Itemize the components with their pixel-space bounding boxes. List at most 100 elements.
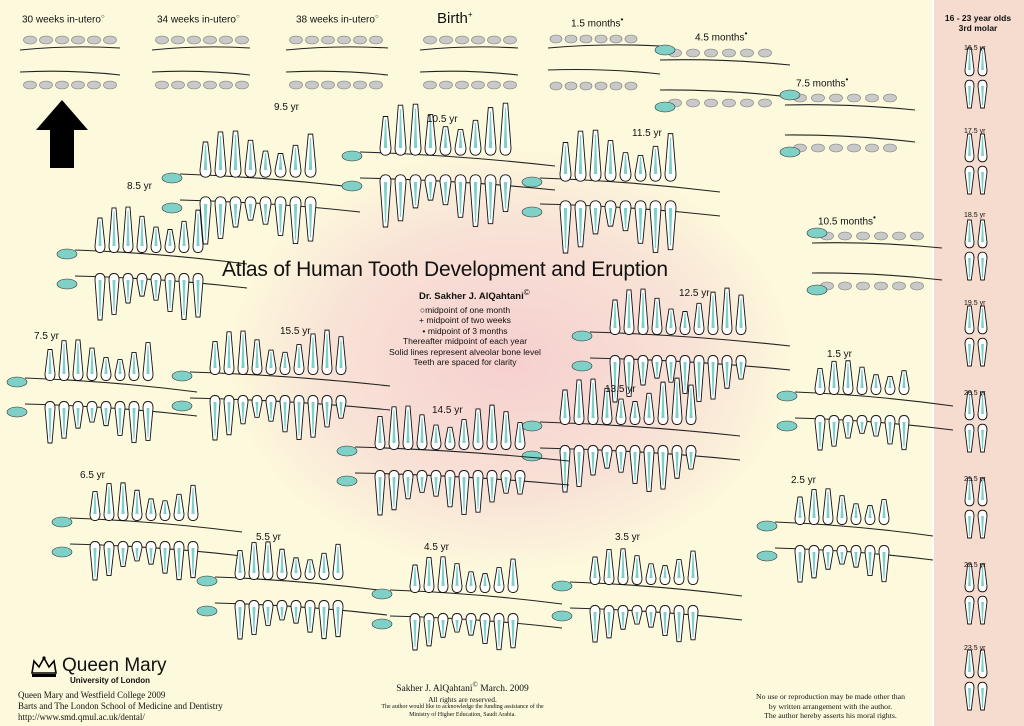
tooth-pulp (627, 362, 631, 394)
tooth-pulp (578, 135, 583, 174)
tooth-pulp (968, 86, 971, 106)
stage-label-4-5y: 4.5 yr (424, 542, 450, 553)
tooth-crypt (171, 35, 185, 45)
tooth-crypt (883, 143, 897, 153)
tooth-pulp (252, 545, 256, 573)
tooth-pulp (697, 362, 701, 398)
tooth-pulp (238, 552, 242, 573)
tooth-crypt (103, 80, 117, 90)
tooth-pulp (311, 402, 315, 434)
tooth-pulp (981, 430, 984, 450)
tooth-pulp (218, 135, 223, 170)
tooth-pulp (93, 548, 97, 577)
tooth-pulp (293, 147, 298, 170)
stage-label-birth: Birth+ (437, 10, 473, 27)
tooth-pulp (339, 402, 343, 417)
tooth-germ (56, 248, 78, 260)
website-link[interactable]: http://www.smd.qmul.ac.uk/dental/ (18, 712, 145, 722)
tooth-pulp (613, 362, 617, 398)
tooth-pulp (140, 219, 144, 246)
tooth-germ (756, 550, 778, 562)
tooth-crypt (87, 35, 101, 45)
tooth-germ (371, 618, 393, 630)
tooth-crypt (847, 93, 861, 103)
tooth-pulp (608, 143, 613, 174)
tooth-pulp (378, 419, 382, 443)
tooth-germ (336, 475, 358, 487)
tooth-pulp (593, 559, 597, 578)
tooth-crypt (71, 80, 85, 90)
tooth-germ (6, 376, 28, 388)
tooth-pulp (383, 182, 388, 223)
tooth-pulp (383, 119, 388, 148)
tooth-crypt (503, 35, 517, 45)
tooth-pulp (968, 172, 971, 192)
tooth-pulp (689, 452, 693, 468)
tooth-pulp (121, 548, 125, 565)
tooth-pulp (663, 612, 667, 634)
tooth-crypt (686, 98, 700, 108)
tooth-pulp (968, 602, 971, 622)
tooth-germ (571, 330, 593, 342)
tooth-pulp (149, 500, 153, 514)
tooth-pulp (497, 620, 501, 647)
tooth-pulp (902, 422, 906, 447)
tooth-pulp (168, 231, 172, 246)
page-title: Atlas of Human Tooth Development and Eru… (222, 258, 668, 281)
tooth-crypt (155, 80, 169, 90)
tooth-pulp (339, 339, 343, 368)
tooth-crypt (305, 80, 319, 90)
tooth-germ (571, 360, 593, 372)
stage-label-7-5y: 7.5 yr (34, 331, 60, 342)
tooth-pulp (981, 50, 984, 70)
tooth-crypt (758, 98, 772, 108)
tooth-crypt (704, 98, 718, 108)
stage-label-5-5y: 5.5 yr (256, 532, 282, 543)
tooth-pulp (473, 182, 478, 223)
tooth-pulp (325, 402, 329, 425)
bone-line (285, 70, 389, 76)
tooth-pulp (981, 258, 984, 278)
tooth-crypt (874, 281, 888, 291)
tooth-pulp (981, 344, 984, 364)
tooth-pulp (104, 408, 108, 424)
bone-line (547, 44, 661, 49)
bone-line (784, 104, 916, 111)
tooth-pulp (93, 493, 97, 514)
tooth-pulp (697, 305, 701, 328)
tooth-pulp (392, 410, 396, 443)
tooth-pulp (689, 388, 693, 418)
tooth-pulp (392, 477, 396, 507)
sidebar-age: 17.5 yr (964, 128, 986, 135)
tooth-pulp (443, 128, 448, 148)
tooth-pulp (621, 612, 625, 628)
tooth-pulp (203, 204, 208, 240)
sidebar-age: 21.5 yr (964, 476, 986, 483)
tooth-crypt (423, 35, 437, 45)
tooth-pulp (621, 551, 625, 578)
tooth-crypt (23, 80, 37, 90)
stage-label-10-5m: 10.5 months• (818, 212, 876, 228)
tooth-pulp (227, 402, 231, 432)
tooth-pulp (280, 607, 284, 619)
tooth-crypt (829, 143, 843, 153)
tooth-pulp (76, 408, 80, 427)
tooth-crypt (439, 35, 453, 45)
tooth-pulp (633, 452, 637, 481)
tooth-pulp (336, 607, 340, 634)
tooth-pulp (118, 361, 122, 374)
tooth-crypt (87, 80, 101, 90)
sidebar-age: 19.5 yr (964, 300, 986, 307)
tooth-pulp (854, 505, 858, 518)
three-months-marker-icon: • (422, 325, 428, 336)
tooth-pulp (812, 492, 816, 518)
tooth-pulp (104, 359, 108, 374)
tooth-pulp (683, 313, 687, 328)
tooth-crypt (439, 80, 453, 90)
legend: ○midpoint of one month + midpoint of two… (340, 305, 590, 367)
footer-center: Sakher J. AlQahtani© March. 2009 All rig… (381, 681, 544, 718)
tooth-pulp (882, 501, 886, 518)
tooth-pulp (76, 343, 80, 374)
tooth-pulp (981, 566, 984, 586)
tooth-pulp (968, 652, 971, 672)
